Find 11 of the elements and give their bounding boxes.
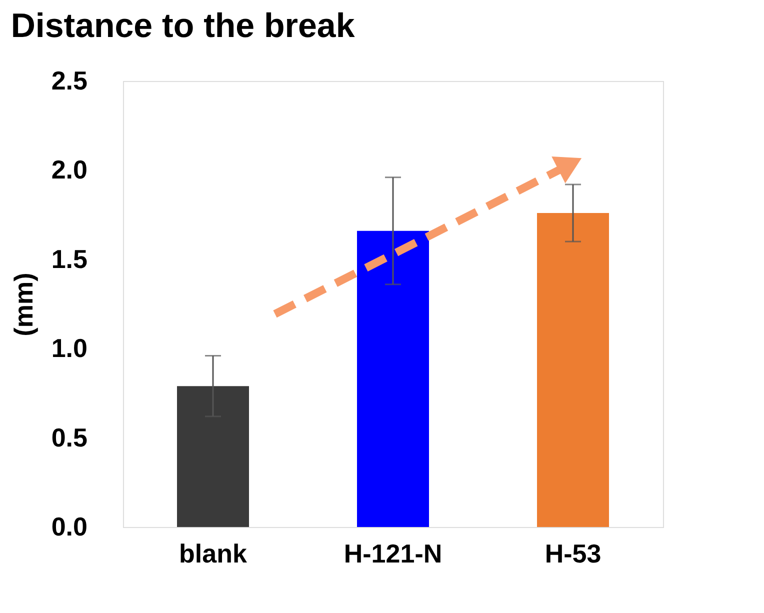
y-tick-label: 0.0 bbox=[51, 512, 88, 542]
x-tick-label: H-53 bbox=[544, 538, 602, 568]
y-tick-label: 0.5 bbox=[51, 422, 88, 452]
y-tick-label: 2.5 bbox=[51, 66, 88, 96]
x-tick-label: blank bbox=[179, 538, 248, 568]
y-axis-title: (mm) bbox=[8, 272, 38, 336]
y-tick-label: 1.0 bbox=[51, 333, 88, 364]
y-tick-label: 2.0 bbox=[51, 154, 88, 185]
x-tick-label: H-121-N bbox=[344, 538, 442, 568]
chart-title: Distance to the break bbox=[10, 7, 355, 45]
y-tick-label: 1.5 bbox=[51, 244, 88, 274]
